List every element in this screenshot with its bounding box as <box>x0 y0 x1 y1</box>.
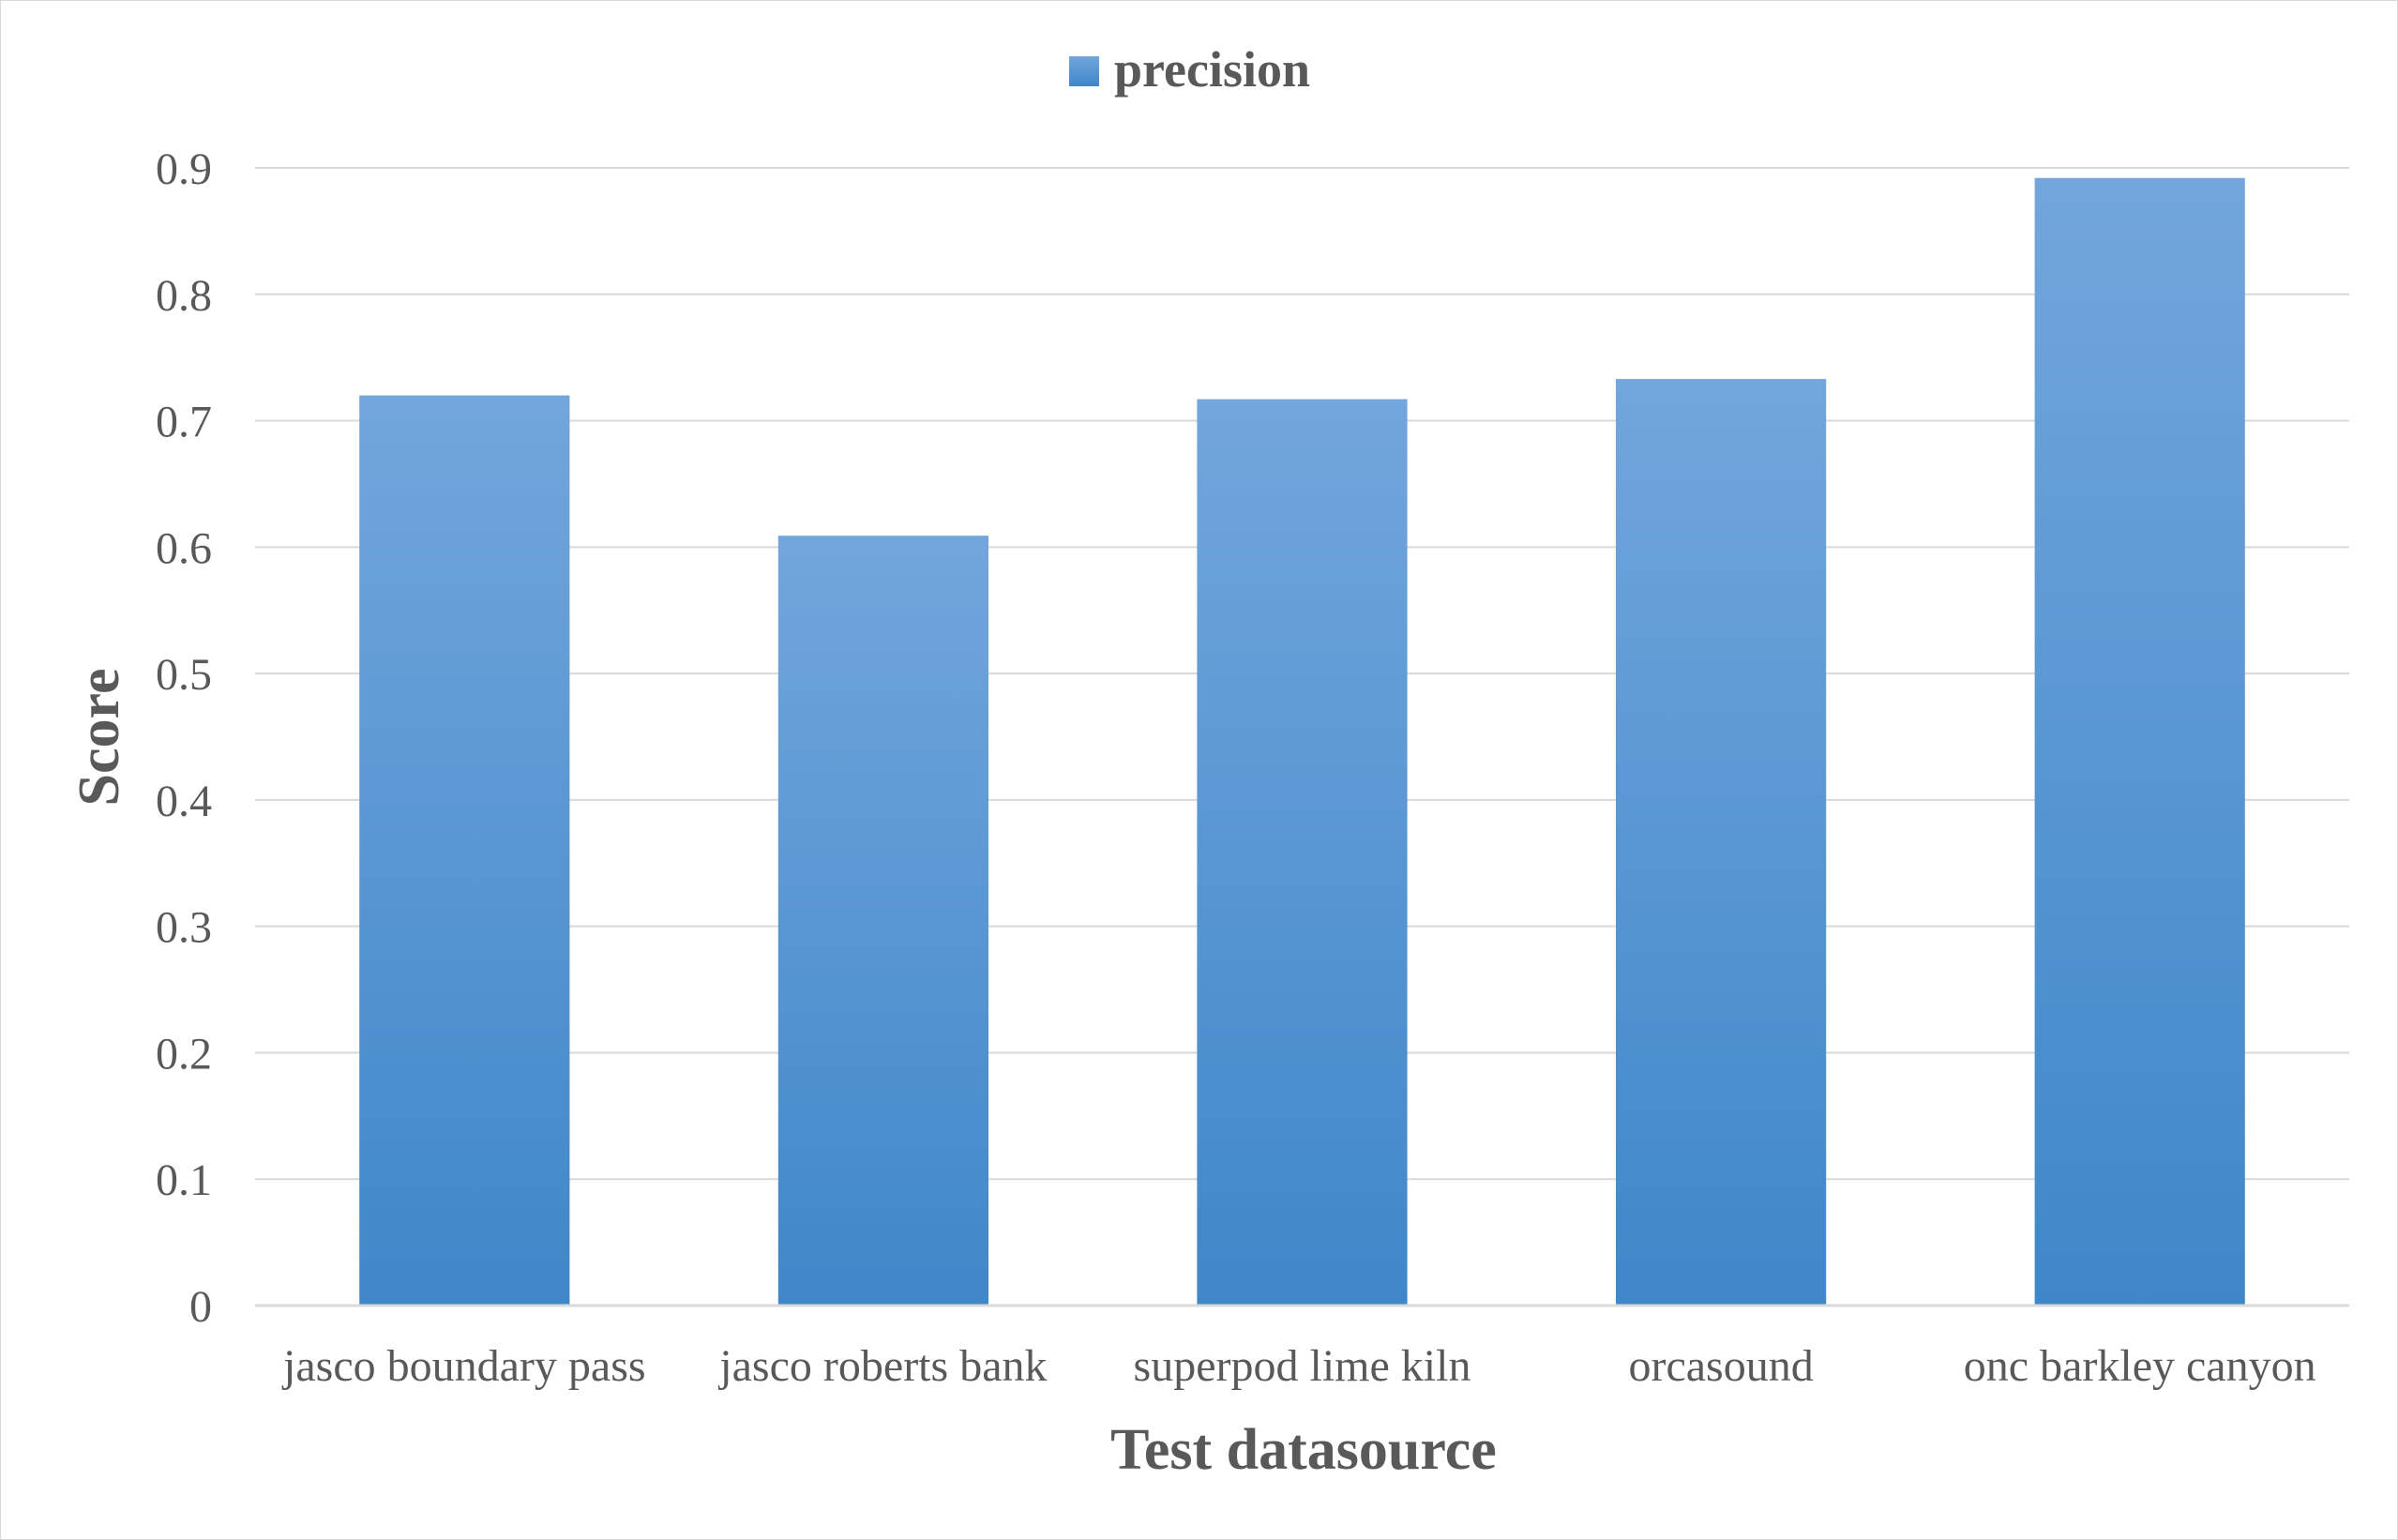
bar <box>1616 379 1827 1306</box>
bars <box>359 177 2245 1306</box>
y-tick-label: 0.4 <box>156 777 212 826</box>
x-axis-label: Test datasource <box>1110 1418 1497 1482</box>
y-tick-label: 0.3 <box>156 903 212 953</box>
y-tick-label: 0.9 <box>156 144 212 194</box>
y-tick-label: 0 <box>189 1282 212 1332</box>
x-tick-label: jasco roberts bank <box>717 1341 1047 1391</box>
legend: precision <box>1069 41 1310 98</box>
y-axis-tick-labels: 0 0.1 0.2 0.3 0.4 0.5 0.6 0.7 0.8 0.9 <box>156 144 212 1332</box>
y-tick-label: 0.2 <box>156 1029 212 1079</box>
y-tick-label: 0.7 <box>156 398 212 447</box>
bar <box>2034 177 2245 1306</box>
y-axis-label: Score <box>68 669 131 807</box>
y-tick-label: 0.8 <box>156 271 212 321</box>
bar <box>777 536 988 1306</box>
y-tick-label: 0.6 <box>156 523 212 573</box>
x-tick-label: orcasound <box>1628 1341 1813 1391</box>
x-tick-label: onc barkley canyon <box>1964 1341 2316 1391</box>
x-tick-label: superpod lime kiln <box>1134 1341 1471 1391</box>
bar <box>1197 399 1408 1306</box>
x-axis-tick-labels: jasco boundary pass jasco roberts bank sup… <box>281 1341 2316 1391</box>
y-tick-label: 0.5 <box>156 650 212 700</box>
bar <box>359 395 570 1306</box>
legend-label: precision <box>1114 41 1310 98</box>
x-tick-label: jasco boundary pass <box>281 1341 646 1391</box>
legend-swatch <box>1069 56 1099 86</box>
y-tick-label: 0.1 <box>156 1155 212 1205</box>
